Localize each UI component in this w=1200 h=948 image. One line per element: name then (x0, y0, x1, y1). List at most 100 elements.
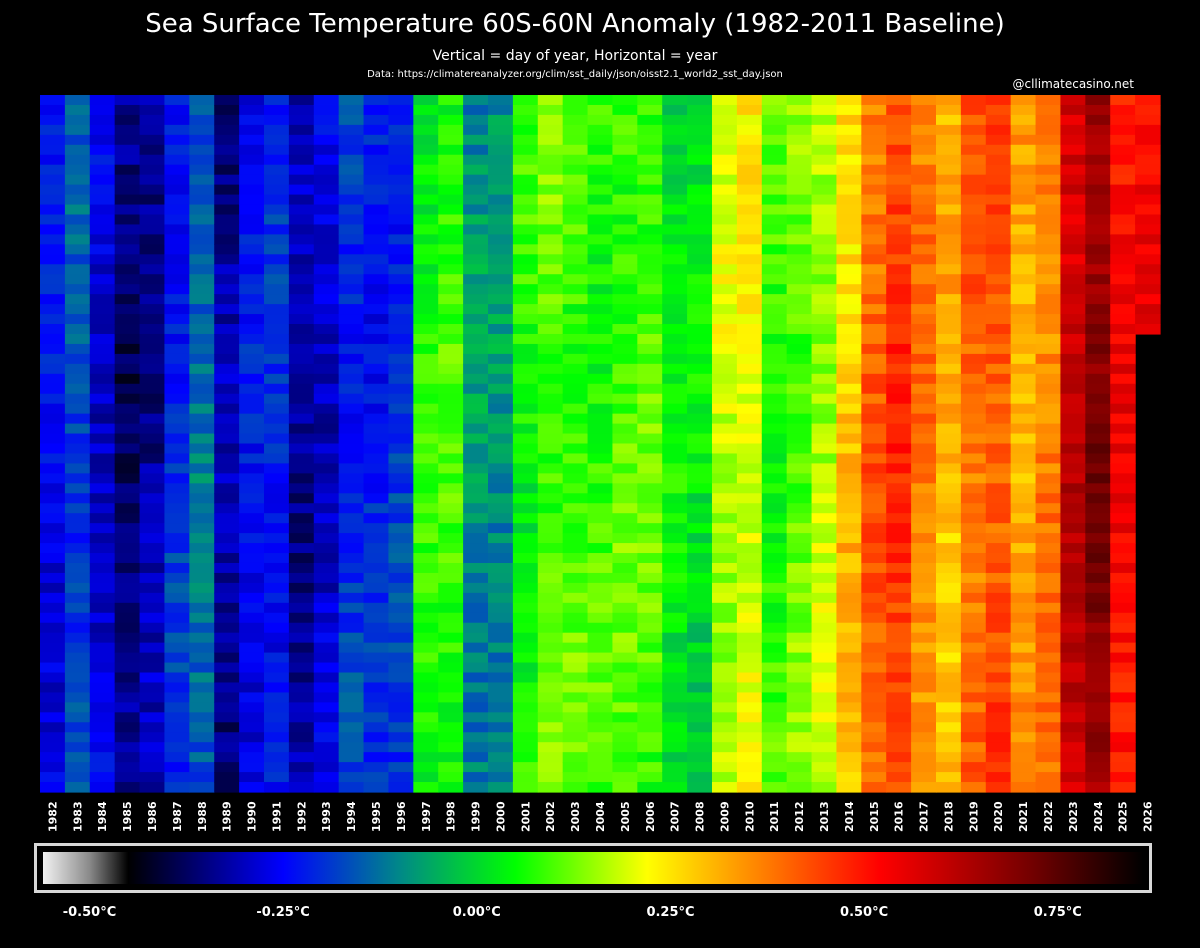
heatmap-cell-2013 (811, 672, 838, 684)
heatmap-cell-1999 (463, 184, 489, 196)
heatmap-cell-2017 (911, 772, 937, 783)
heatmap-cell-1991 (264, 752, 290, 763)
heatmap-cell-2021 (1010, 463, 1037, 474)
heatmap-cell-2008 (687, 612, 713, 624)
heatmap-cell-1987 (164, 244, 190, 255)
heatmap-cell-1986 (139, 234, 166, 245)
heatmap-cell-2011 (761, 523, 788, 534)
heatmap-cell-2008 (687, 642, 713, 654)
heatmap-cell-2001 (512, 363, 539, 375)
heatmap-cell-1998 (438, 533, 464, 544)
heatmap-cell-2009 (712, 363, 738, 375)
heatmap-cell-1988 (189, 682, 215, 694)
heatmap-cell-1990 (239, 154, 265, 166)
heatmap-cell-1997 (413, 493, 439, 504)
heatmap-cell-2000 (488, 712, 514, 723)
heatmap-cell-2017 (911, 572, 937, 584)
heatmap-cell-1994 (338, 732, 365, 743)
heatmap-cell-2014 (836, 632, 862, 644)
heatmap-cell-1994 (338, 214, 365, 226)
heatmap-cell-2006 (637, 602, 663, 614)
heatmap-cell-1982 (40, 672, 66, 684)
heatmap-cell-2023 (1060, 712, 1086, 723)
heatmap-cell-2019 (960, 244, 987, 255)
heatmap-cell-1990 (239, 383, 265, 395)
year-tick-label: 1999 (470, 801, 483, 832)
heatmap-cell-1999 (463, 453, 489, 465)
heatmap-cell-2024 (1085, 304, 1111, 315)
heatmap-cell-2004 (587, 95, 614, 106)
heatmap-cell-1987 (164, 443, 190, 455)
heatmap-cell-2018 (936, 702, 962, 713)
heatmap-cell-1998 (438, 692, 464, 703)
heatmap-cell-2017 (911, 114, 937, 126)
heatmap-cell-2005 (612, 642, 638, 654)
heatmap-cell-1991 (264, 184, 290, 196)
heatmap-cell-2022 (1035, 652, 1062, 664)
heatmap-cell-1984 (89, 264, 116, 275)
heatmap-cell-2005 (612, 214, 638, 226)
heatmap-cell-2001 (512, 493, 539, 504)
heatmap-cell-1994 (338, 692, 365, 703)
heatmap-cell-1995 (363, 543, 390, 554)
heatmap-cell-1990 (239, 752, 265, 763)
heatmap-cell-1982 (40, 483, 66, 494)
heatmap-cell-2011 (761, 453, 788, 465)
heatmap-cell-2008 (687, 463, 713, 474)
heatmap-cell-2005 (612, 702, 638, 713)
heatmap-cell-1988 (189, 762, 215, 773)
heatmap-cell-1986 (139, 463, 166, 474)
heatmap-cell-2009 (712, 214, 738, 226)
heatmap-cell-2010 (736, 443, 763, 455)
heatmap-cell-1987 (164, 533, 190, 544)
heatmap-cell-2009 (712, 314, 738, 325)
heatmap-cell-1989 (214, 184, 240, 196)
heatmap-cell-1997 (413, 722, 439, 733)
heatmap-cell-1983 (64, 224, 91, 235)
heatmap-cell-2006 (637, 523, 663, 534)
heatmap-cell-2008 (687, 114, 713, 126)
heatmap-cell-2011 (761, 343, 788, 355)
heatmap-cell-2013 (811, 513, 838, 524)
heatmap-cell-2021 (1010, 114, 1037, 126)
heatmap-cell-2025 (1110, 752, 1136, 763)
heatmap-cell-1992 (288, 164, 315, 176)
heatmap-cell-2020 (985, 413, 1012, 425)
heatmap-cell-1987 (164, 95, 190, 106)
heatmap-cell-2014 (836, 503, 862, 514)
heatmap-cell-1986 (139, 742, 166, 753)
colorbar-tick-label: 0.50°C (840, 905, 889, 920)
heatmap-cell-1985 (114, 194, 141, 206)
heatmap-cell-2014 (836, 403, 862, 415)
heatmap-cell-2001 (512, 523, 539, 534)
year-tick-label: 1996 (395, 801, 408, 832)
heatmap-cell-2012 (786, 782, 813, 793)
heatmap-cell-2003 (562, 622, 589, 634)
heatmap-cell-1999 (463, 104, 489, 116)
heatmap-cell-2014 (836, 762, 862, 773)
heatmap-cell-2015 (861, 443, 887, 455)
heatmap-cell-2009 (712, 592, 738, 604)
heatmap-cell-2012 (786, 443, 813, 455)
heatmap-cell-2025 (1110, 114, 1136, 126)
heatmap-cell-1982 (40, 333, 66, 345)
heatmap-cell-2001 (512, 543, 539, 554)
heatmap-cell-1988 (189, 562, 215, 574)
heatmap-cell-2011 (761, 114, 788, 126)
heatmap-cell-2008 (687, 652, 713, 664)
heatmap-cell-2023 (1060, 582, 1086, 594)
heatmap-cell-2015 (861, 732, 887, 743)
heatmap-cell-1992 (288, 692, 315, 703)
heatmap-cell-1987 (164, 632, 190, 644)
heatmap-cell-2005 (612, 134, 638, 146)
heatmap-cell-1993 (313, 543, 340, 554)
year-tick-label: 2025 (1117, 801, 1130, 832)
heatmap-cell-1982 (40, 164, 66, 176)
heatmap-cell-2024 (1085, 144, 1111, 156)
heatmap-cell-2011 (761, 493, 788, 504)
heatmap-cell-2010 (736, 732, 763, 743)
heatmap-cell-2006 (637, 403, 663, 415)
heatmap-cell-2008 (687, 772, 713, 783)
heatmap-cell-1986 (139, 393, 166, 405)
heatmap-cell-2003 (562, 672, 589, 684)
